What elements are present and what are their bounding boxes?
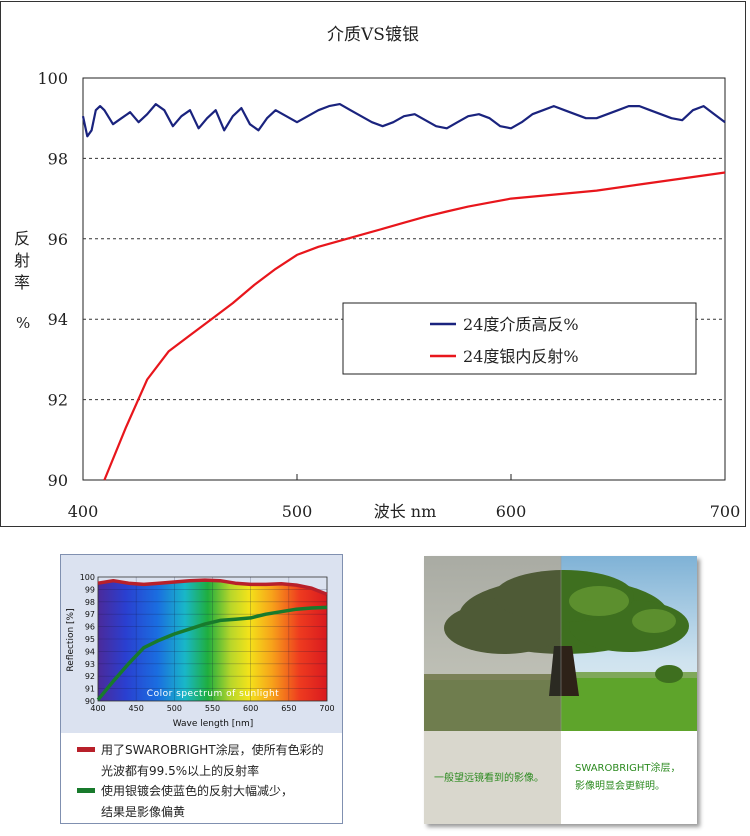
y-axis-label-char-0: 反 xyxy=(14,229,31,248)
spectrum-inner-title: Color spectrum of sunlight xyxy=(147,689,279,699)
spectrum-panel: 400 450 500 550 600 650 700 90 91 92 93 94 95 96 97 98 9… xyxy=(60,554,343,824)
legend-line-green-2: 结果是影像偏黄 xyxy=(101,805,186,819)
right-caption-box: SWAROBRIGHT涂层， 影像明显会更鲜明。 xyxy=(561,731,697,824)
spectrum-chart: 400 450 500 550 600 650 700 90 91 92 93 94 95 96 97 98 9… xyxy=(66,573,335,729)
x-tick-label: 400 xyxy=(68,502,99,521)
y-axis-label-char-2: 率 xyxy=(14,273,31,292)
y-tick-label: 94 xyxy=(48,310,68,329)
left-caption: 一般望远镜看到的影像。 xyxy=(434,773,544,784)
bright-image-half xyxy=(561,556,697,731)
legend-label-1: 24度银内反射% xyxy=(463,347,579,366)
x-axis-label: 波长 nm xyxy=(374,502,437,521)
legend-label-0: 24度介质高反% xyxy=(463,315,579,334)
x-tick-label: 700 xyxy=(710,502,741,521)
spectrum-plot-area xyxy=(97,576,328,702)
legend: 24度介质高反% 24度银内反射% xyxy=(342,302,697,375)
series-line-1 xyxy=(103,171,726,481)
tree-comparison-panel: 一般望远镜看到的影像。 SWAROBRIGHT涂层， 影像明显会更鲜明。 xyxy=(424,556,697,824)
y-axis-label-char-1: 射 xyxy=(14,251,31,270)
series-line-0 xyxy=(81,102,726,138)
legend-swatch-red xyxy=(77,747,95,752)
dull-image-half xyxy=(424,556,561,731)
y-axis-label: 反射率 xyxy=(14,228,30,294)
spectrum-fill xyxy=(98,580,327,701)
y-tick-label: 98 xyxy=(48,149,68,168)
left-caption-box: 一般望远镜看到的影像。 xyxy=(424,731,561,824)
spectrum-legend-box: 用了SWAROBRIGHT涂层，使所有色彩的 光波都有99.5%以上的反射率 使… xyxy=(61,733,342,823)
spectrum-y-tick-label: 91 xyxy=(85,685,95,694)
y-tick-label: 100 xyxy=(37,69,68,88)
spectrum-x-tick-label: 550 xyxy=(205,704,220,713)
spectrum-x-axis-label: Wave length [nm] xyxy=(173,719,254,729)
spectrum-y-tick-label: 94 xyxy=(85,647,95,656)
spectrum-y-tick-label: 96 xyxy=(85,623,95,632)
spectrum-x-tick-label: 600 xyxy=(243,704,258,713)
main-chart-title: 介质VS镀银 xyxy=(327,25,419,45)
spectrum-y-tick-label: 100 xyxy=(80,573,95,582)
x-tick-label: 600 xyxy=(496,502,527,521)
spectrum-y-tick-label: 97 xyxy=(85,610,95,619)
spectrum-series-line-1 xyxy=(96,605,328,701)
spectrum-x-tick-label: 450 xyxy=(129,704,144,713)
y-tick-label: 90 xyxy=(48,471,68,490)
legend-swatch-green xyxy=(77,788,95,793)
spectrum-y-tick-label: 93 xyxy=(85,660,95,669)
spectrum-x-tick-label: 400 xyxy=(90,704,105,713)
tree-comparison-image xyxy=(424,556,697,731)
legend-line-red-2: 光波都有99.5%以上的反射率 xyxy=(101,764,260,778)
y-tick-label: 92 xyxy=(48,391,68,410)
plot-area xyxy=(82,77,726,481)
right-caption-line-2: 影像明显会更鲜明。 xyxy=(575,781,665,792)
right-caption-line-1: SWAROBRIGHT涂层， xyxy=(575,763,681,774)
spectrum-x-tick-label: 700 xyxy=(319,704,334,713)
spectrum-y-axis-label: Reflection [%] xyxy=(66,608,76,671)
spectrum-y-tick-label: 99 xyxy=(85,585,95,594)
spectrum-x-tick-label: 650 xyxy=(281,704,296,713)
main-chart-frame xyxy=(0,1,746,527)
spectrum-y-tick-label: 95 xyxy=(85,635,95,644)
legend-box xyxy=(342,302,697,375)
spectrum-series-line-0 xyxy=(97,578,328,597)
spectrum-y-tick-label: 92 xyxy=(85,672,95,681)
legend-line-green-1: 使用银镀会使蓝色的反射大幅减少， xyxy=(101,784,294,798)
spectrum-y-tick-label: 98 xyxy=(85,598,95,607)
y-axis-unit: % xyxy=(16,314,31,332)
x-tick-label: 500 xyxy=(282,502,313,521)
y-tick-label: 96 xyxy=(48,230,68,249)
legend-line-red-1: 用了SWAROBRIGHT涂层，使所有色彩的 xyxy=(101,743,324,757)
spectrum-y-tick-label: 90 xyxy=(85,697,95,706)
spectrum-x-tick-label: 500 xyxy=(167,704,182,713)
